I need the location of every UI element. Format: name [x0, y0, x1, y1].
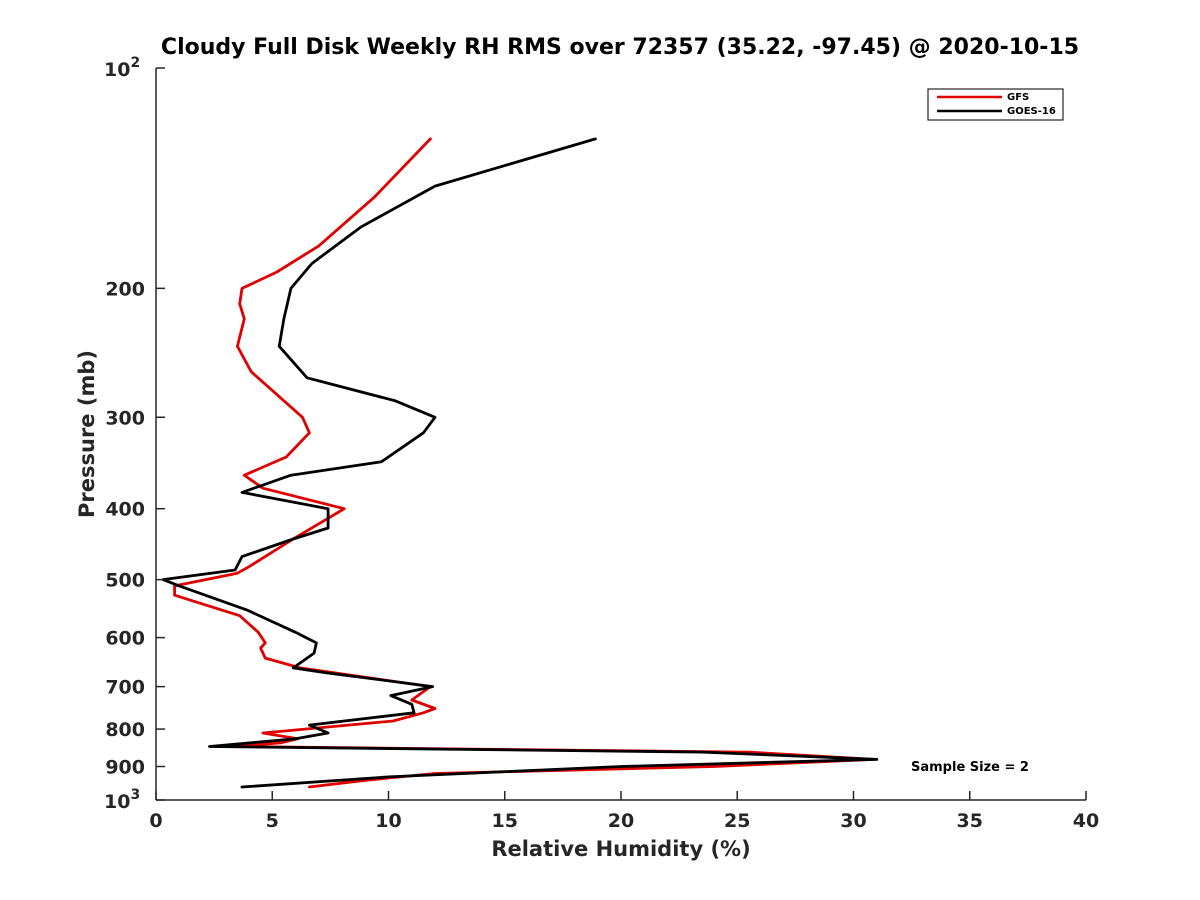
- x-tick-label: 25: [724, 810, 750, 832]
- y-tick-label: 700: [105, 677, 145, 699]
- chart-title: Cloudy Full Disk Weekly RH RMS over 7235…: [161, 35, 1079, 60]
- x-tick-label: 40: [1073, 810, 1099, 832]
- x-axis-label: Relative Humidity (%): [491, 837, 750, 861]
- y-tick-label: 800: [105, 719, 145, 741]
- x-axis-ticks: 0 5 10 15 20 25 30 35 40: [149, 791, 1099, 832]
- x-tick-label: 20: [608, 810, 634, 832]
- x-tick-label: 5: [266, 810, 279, 832]
- x-tick-label: 30: [840, 810, 866, 832]
- y-tick-label: 300: [105, 407, 145, 429]
- y-tick-label: 200: [105, 278, 145, 300]
- y-tick-label: 400: [105, 499, 145, 521]
- x-tick-label: 35: [957, 810, 983, 832]
- y-tick-label: 102: [104, 55, 140, 81]
- y-axis-ticks: 102 200 300 400 500 600 700 800 900 103: [104, 55, 165, 813]
- series-line-goes16: [161, 137, 879, 789]
- y-tick-label: 900: [105, 757, 145, 779]
- legend-label-gfs: GFS: [1007, 92, 1029, 103]
- legend: GFS GOES-16: [927, 88, 1064, 121]
- legend-box: [927, 88, 1064, 121]
- sample-size-annotation: Sample Size = 2: [911, 760, 1029, 775]
- legend-label-goes16: GOES-16: [1007, 106, 1056, 117]
- x-tick-label: 15: [492, 810, 518, 832]
- y-tick-label: 600: [105, 628, 145, 650]
- x-tick-label: 0: [149, 810, 162, 832]
- y-tick-label: 500: [105, 570, 145, 592]
- series-layer: [161, 137, 879, 789]
- x-tick-label: 10: [375, 810, 401, 832]
- y-tick-label: 103: [104, 787, 140, 813]
- series-line-gfs: [173, 137, 876, 789]
- y-axis-label: Pressure (mb): [75, 350, 99, 518]
